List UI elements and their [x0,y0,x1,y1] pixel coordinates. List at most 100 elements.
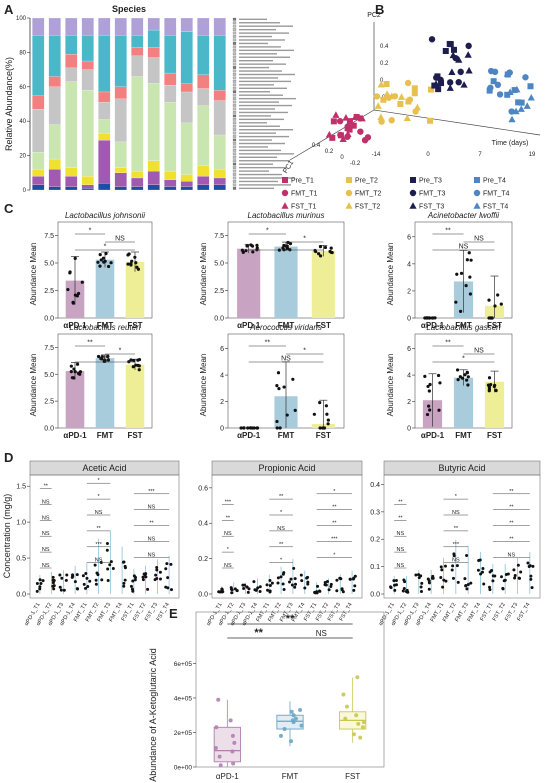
panelB-point [487,67,495,75]
panelD-point [121,560,125,564]
panelA-bar-segment [98,119,111,134]
panelA-bar-segment [81,69,94,91]
panelC-point [487,376,492,380]
panelC-point [322,426,327,430]
panelD-sig-label: NS [42,547,50,553]
panelA-legend-swatch [232,131,237,135]
panelD-point [469,581,473,585]
panelA-legend-text [239,91,270,93]
panelA-legend-text [239,49,294,52]
panelA-legend-text [239,146,268,148]
panelD-point [279,575,283,579]
panelB-point [397,93,406,100]
panelA-bar-segment [180,186,193,191]
panelC-point [285,413,289,417]
panelB-point [438,80,445,87]
panelC-point [66,287,70,292]
panelC-ytick-label: 7.5 [214,233,224,240]
panelB-point [448,68,456,75]
panelB-point [339,135,347,142]
panelA-bar-segment [114,35,127,87]
panelD-point [71,574,75,578]
panelC-point [465,378,469,382]
panelB-legend-label: FMT_T1 [291,191,318,198]
panelD-point [268,583,272,587]
panelD-ytick-label: 0.0 [16,592,26,599]
panelD-point [317,589,321,593]
panelC-point [250,244,255,248]
panelA-ytick-label: 0 [23,188,27,194]
panelB-legend-marker [346,177,352,183]
panelA-legend-text [239,39,285,41]
panelC-xtick-label: FMT [455,431,472,440]
panelC-bar [95,358,115,428]
panelD-sig-label: NS [397,547,405,553]
panelA-legend-text [239,63,286,65]
panelA-legend-text [239,149,281,152]
panelC-point [134,261,138,265]
panelC-ytick-label: 2 [407,288,411,295]
panelD-point [246,590,250,594]
panelC-point [454,300,458,304]
panelC-point [487,316,491,320]
panelD-point [466,583,470,587]
panelD-point [465,587,469,591]
panelD-sig-label: ** [96,526,101,532]
panelC-point [316,252,321,256]
panelD-point [106,567,110,571]
panelE-point [218,763,223,768]
panelD-point [85,576,89,580]
panelD-point [123,564,127,568]
panelB-legend-marker [473,202,481,209]
panelD-sig-label: ** [398,515,403,521]
panelB-point [518,99,525,106]
panelB-point [455,78,462,86]
panelA-legend-swatch [232,93,237,97]
panelD-frame [29,474,180,599]
panelB-legend-marker [409,189,417,197]
panelA-bar-segment [147,29,160,48]
panelA-legend-swatch [232,79,237,83]
panelA-legend-text [239,70,282,72]
panelC-point [318,254,323,258]
panelD-point [329,585,333,589]
panelC-ytick-label: 0.0 [44,316,54,323]
panelB-point [522,74,529,81]
panelD-point [526,561,530,565]
panelE-sig-label: ** [254,627,263,639]
panelD-sig-label: * [280,558,283,564]
panelD-point [529,577,533,581]
panelD-ytick-label: 0.4 [198,521,208,528]
panelB-point [404,79,412,87]
panelC-ytick-label: 7.5 [44,345,54,352]
panelA-ytick-label: 20 [19,154,26,160]
panelB-legend-marker [281,189,289,197]
panelA-bar-segment [164,186,177,191]
panelC-point [106,264,111,269]
panelC-ytick-label: 2.5 [44,288,54,295]
panel-label-B: B [375,2,384,17]
panelC-sig-label: * [285,244,288,251]
panelC-sig-label: ** [87,340,93,347]
panelB-point [377,80,385,88]
panelA-bar-segment [131,55,144,77]
panelA-bar-segment [131,76,144,172]
panelD-sig-label: NS [42,531,50,537]
panelA-bar-segment [147,160,160,172]
panelD-point [93,563,97,567]
panelD-point [491,579,495,583]
panelB-point [508,115,516,123]
panelD-point [463,577,467,581]
panelB-point [523,102,531,109]
panelB-point [442,48,449,55]
panelD-sig-label: NS [148,552,156,558]
panelD-ytick-label: 0.0 [370,592,380,599]
panelC-point [423,374,427,379]
panelD-point [155,576,159,580]
panelB-point [357,128,364,135]
panelB-point [345,121,353,129]
panelC-ylabel: Abundance Mean [199,354,208,417]
panelD-point [75,573,79,577]
panelC-point [293,408,297,412]
panelB-point [329,134,336,141]
